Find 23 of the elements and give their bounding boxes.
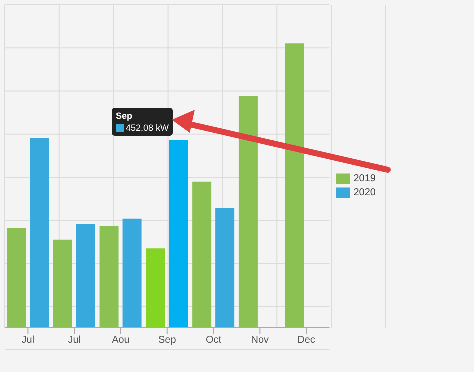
x-tick-label: Dec (298, 335, 316, 346)
bar (192, 182, 212, 328)
bar (122, 218, 142, 328)
annotation: Sep (116, 110, 134, 122)
x-tick-label: Aou (112, 335, 130, 346)
x-tick-label: Nov (251, 335, 270, 346)
bar (53, 240, 72, 328)
bar (169, 140, 188, 328)
bar (216, 208, 235, 328)
x-tick-label: Jul (22, 335, 35, 346)
bar (285, 44, 304, 328)
bar (238, 96, 258, 328)
bar (100, 226, 119, 328)
legend-label: 2019 (354, 174, 376, 185)
legend-label: 2020 (354, 188, 376, 199)
x-tick-label: Sep (158, 335, 177, 346)
x-tick-label: Jul (68, 335, 81, 346)
x-tick-label: Oct (206, 335, 222, 346)
bar (76, 224, 96, 328)
annotation: 452.08 kW (125, 122, 170, 134)
bar (30, 138, 49, 328)
bar (146, 248, 166, 328)
bar (7, 228, 26, 328)
